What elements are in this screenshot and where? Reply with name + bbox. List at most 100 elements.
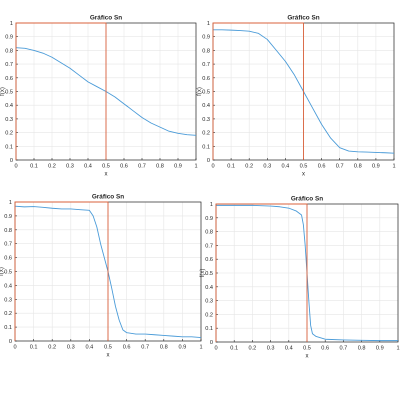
x-tick-label: 0.5 bbox=[102, 164, 110, 170]
chart-panel-1: 0 0.1 0.2 0.3 0.4 0.5 0.6 0.7 0.8 0.9 1 0 0.1 0.2 0.3 0… bbox=[0, 15, 198, 178]
y-tick-label: 0.1 bbox=[4, 325, 12, 331]
chart-title: Gráfico Sn bbox=[92, 194, 124, 201]
x-tick-label: 0.4 bbox=[285, 346, 293, 352]
y-tick-label: 0.3 bbox=[5, 117, 13, 123]
y-tick-label: 0.2 bbox=[202, 131, 210, 137]
y-axis-label: f(x) bbox=[197, 87, 203, 96]
x-tick-label: 0.8 bbox=[354, 164, 362, 170]
x-tick-label: 0.3 bbox=[263, 164, 271, 170]
x-tick-label: 0.1 bbox=[230, 346, 238, 352]
y-tick-label: 0.5 bbox=[5, 90, 13, 96]
y-tick-label: 0 bbox=[207, 158, 210, 164]
x-tick-label: 1 bbox=[199, 345, 202, 351]
y-tick-label: 0 bbox=[210, 340, 213, 346]
x-tick-label: 0.7 bbox=[141, 345, 149, 351]
y-tick-label: 0.7 bbox=[4, 242, 12, 248]
y-tick-label: 0.8 bbox=[202, 48, 210, 54]
x-tick-label: 0.2 bbox=[249, 346, 257, 352]
x-tick-label: 0.4 bbox=[86, 345, 94, 351]
x-tick-label: 0.9 bbox=[372, 164, 380, 170]
y-tick-label: 0.9 bbox=[4, 214, 12, 220]
chart-panel-3: 0 0.1 0.2 0.3 0.4 0.5 0.6 0.7 0.8 0.9 1 0 0.1 0.2 0.3 0… bbox=[0, 194, 203, 359]
x-axis-label: x bbox=[107, 353, 110, 359]
x-tick-label: 0.2 bbox=[245, 164, 253, 170]
x-tick-label: 0.9 bbox=[174, 164, 182, 170]
y-axis-label: f(x) bbox=[0, 267, 5, 276]
x-tick-label: 0.3 bbox=[66, 164, 74, 170]
series-line-reference bbox=[212, 22, 304, 160]
x-tick-label: 1 bbox=[392, 164, 395, 170]
chart-panel-4: 0 0.1 0.2 0.3 0.4 0.5 0.6 0.7 0.8 0.9 1 0 0.1 0.2 0.3 0… bbox=[200, 196, 400, 360]
y-axis-label: f(x) bbox=[0, 87, 6, 96]
y-tick-label: 0.4 bbox=[205, 285, 213, 291]
y-tick-label: 0.9 bbox=[205, 216, 213, 222]
x-tick-label: 0.8 bbox=[160, 345, 168, 351]
x-tick-label: 0 bbox=[211, 164, 214, 170]
y-tick-label: 0.6 bbox=[205, 257, 213, 263]
x-tick-label: 0.1 bbox=[30, 164, 38, 170]
x-tick-label: 0.4 bbox=[282, 164, 290, 170]
series-line-reference bbox=[215, 203, 308, 342]
x-tick-label: 0 bbox=[14, 164, 17, 170]
x-tick-label: 0.2 bbox=[48, 164, 56, 170]
y-tick-label: 0.3 bbox=[205, 299, 213, 305]
x-tick-label: 0.6 bbox=[321, 346, 329, 352]
x-tick-label: 0.6 bbox=[318, 164, 326, 170]
y-tick-label: 0.4 bbox=[5, 103, 13, 109]
chart-title: Gráfico Sn bbox=[291, 196, 323, 203]
y-tick-label: 0.2 bbox=[4, 311, 12, 317]
x-tick-label: 0.8 bbox=[156, 164, 164, 170]
x-tick-label: 0.7 bbox=[336, 164, 344, 170]
series-line-reference bbox=[14, 201, 109, 341]
x-tick-label: 0.9 bbox=[179, 345, 187, 351]
x-axis-label: x bbox=[302, 172, 305, 178]
y-tick-label: 0.6 bbox=[4, 256, 12, 262]
x-tick-label: 0.9 bbox=[376, 346, 384, 352]
x-tick-label: 0.7 bbox=[340, 346, 348, 352]
x-tick-label: 0.1 bbox=[30, 345, 38, 351]
x-tick-label: 0.2 bbox=[48, 345, 56, 351]
y-tick-label: 1 bbox=[10, 21, 13, 27]
x-tick-label: 0.5 bbox=[303, 346, 311, 352]
y-tick-label: 1 bbox=[210, 202, 213, 208]
y-tick-label: 0 bbox=[10, 158, 13, 164]
y-tick-label: 0.5 bbox=[205, 271, 213, 277]
y-tick-label: 0.5 bbox=[202, 90, 210, 96]
x-tick-label: 0.1 bbox=[227, 164, 235, 170]
x-tick-label: 0.8 bbox=[358, 346, 366, 352]
series-line-reference bbox=[15, 22, 107, 160]
y-tick-label: 0.7 bbox=[5, 62, 13, 68]
y-tick-label: 0.1 bbox=[5, 144, 13, 150]
y-tick-label: 0.6 bbox=[5, 76, 13, 82]
x-tick-label: 1 bbox=[396, 346, 399, 352]
y-tick-label: 0.3 bbox=[4, 297, 12, 303]
y-tick-label: 0.8 bbox=[4, 228, 12, 234]
y-tick-label: 0.2 bbox=[205, 312, 213, 318]
chart-panel-2: 0 0.1 0.2 0.3 0.4 0.5 0.6 0.7 0.8 0.9 1 0 0.1 0.2 0.3 0… bbox=[197, 15, 396, 178]
chart-title: Gráfico Sn bbox=[90, 15, 122, 22]
y-tick-label: 0.4 bbox=[202, 103, 210, 109]
x-tick-label: 0.7 bbox=[138, 164, 146, 170]
y-tick-label: 0.7 bbox=[202, 62, 210, 68]
y-tick-label: 0.8 bbox=[205, 230, 213, 236]
x-tick-label: 0.6 bbox=[120, 164, 128, 170]
chart-title: Gráfico Sn bbox=[287, 15, 319, 22]
y-tick-label: 0 bbox=[9, 339, 12, 345]
y-tick-label: 0.6 bbox=[202, 76, 210, 82]
y-tick-label: 0.3 bbox=[202, 117, 210, 123]
y-tick-label: 0.7 bbox=[205, 243, 213, 249]
x-tick-label: 0.5 bbox=[104, 345, 112, 351]
series-line-sn bbox=[216, 204, 398, 342]
x-axis-label: x bbox=[105, 172, 108, 178]
x-tick-label: 0.3 bbox=[267, 346, 275, 352]
x-tick-label: 0 bbox=[214, 346, 217, 352]
x-axis-label: x bbox=[306, 354, 309, 360]
y-axis-label: f(x) bbox=[200, 269, 206, 278]
x-tick-label: 0.3 bbox=[67, 345, 75, 351]
y-tick-label: 0.9 bbox=[5, 35, 13, 41]
y-tick-label: 0.8 bbox=[5, 48, 13, 54]
y-tick-label: 0.1 bbox=[202, 144, 210, 150]
x-tick-label: 0 bbox=[13, 345, 16, 351]
y-tick-label: 0.9 bbox=[202, 35, 210, 41]
